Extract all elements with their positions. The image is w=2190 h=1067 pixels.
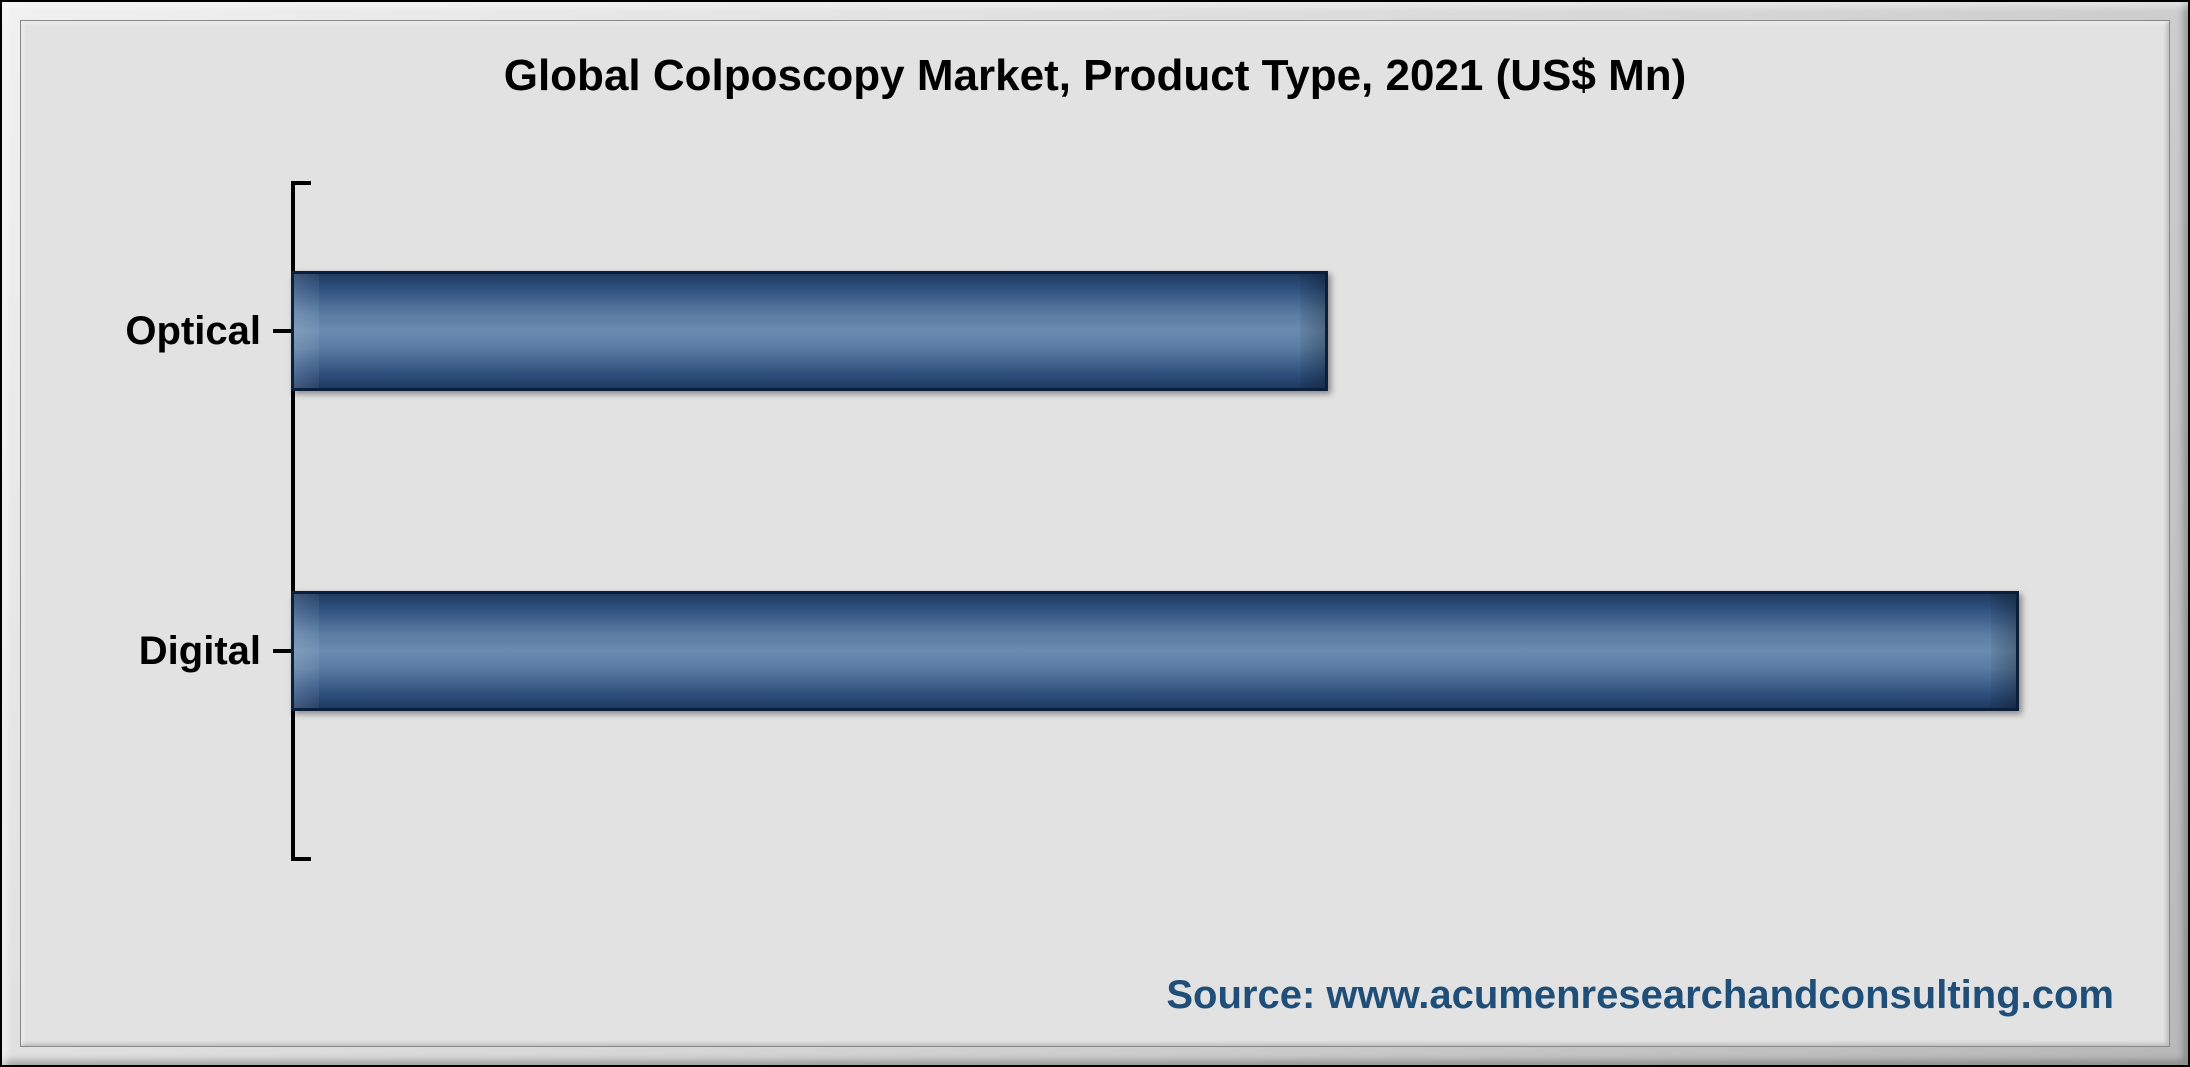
source-attribution: Source: www.acumenresearchandconsulting.… (1166, 973, 2114, 1018)
chart-inner-panel: Global Colposcopy Market, Product Type, … (20, 20, 2170, 1047)
chart-plot-area: Optical Digital (291, 181, 2019, 861)
chart-title: Global Colposcopy Market, Product Type, … (71, 51, 2119, 101)
bar-optical (291, 271, 1328, 391)
bar-row-optical: Optical (291, 271, 2019, 391)
chart-outer-frame: Global Colposcopy Market, Product Type, … (0, 0, 2190, 1067)
bar-row-digital: Digital (291, 591, 2019, 711)
bar-label: Optical (125, 309, 261, 354)
bar-label: Digital (139, 629, 261, 674)
bar-digital (291, 591, 2019, 711)
